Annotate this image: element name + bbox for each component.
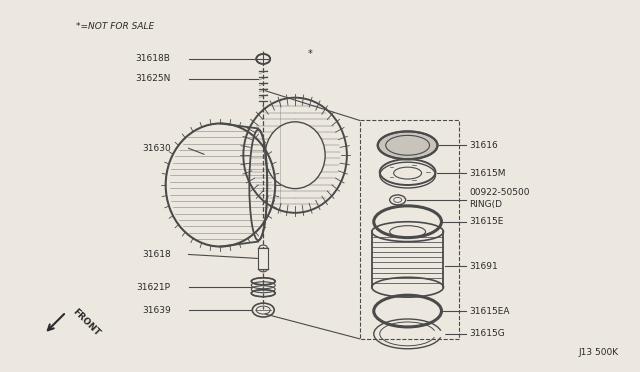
Text: 31615E: 31615E bbox=[469, 217, 504, 226]
Text: *=NOT FOR SALE: *=NOT FOR SALE bbox=[76, 22, 154, 31]
Text: 31615EA: 31615EA bbox=[469, 307, 510, 315]
Text: 31691: 31691 bbox=[469, 262, 498, 271]
Text: RING(D: RING(D bbox=[469, 201, 502, 209]
Text: 31625N: 31625N bbox=[135, 74, 171, 83]
Text: 31616: 31616 bbox=[469, 141, 498, 150]
Text: FRONT: FRONT bbox=[71, 307, 102, 338]
Text: 31615G: 31615G bbox=[469, 329, 505, 339]
Ellipse shape bbox=[378, 131, 438, 159]
Ellipse shape bbox=[256, 54, 270, 64]
Text: J13 500K: J13 500K bbox=[579, 348, 619, 357]
Text: 31618: 31618 bbox=[142, 250, 171, 259]
Text: 00922-50500: 00922-50500 bbox=[469, 189, 530, 198]
Bar bbox=[360, 121, 460, 339]
Text: 31630: 31630 bbox=[142, 144, 171, 153]
Text: 31618B: 31618B bbox=[136, 54, 171, 64]
Bar bbox=[259, 247, 268, 269]
Text: 31621P: 31621P bbox=[137, 283, 171, 292]
Text: *: * bbox=[308, 49, 312, 59]
Text: 31639: 31639 bbox=[142, 305, 171, 315]
Text: 31615M: 31615M bbox=[469, 169, 506, 177]
